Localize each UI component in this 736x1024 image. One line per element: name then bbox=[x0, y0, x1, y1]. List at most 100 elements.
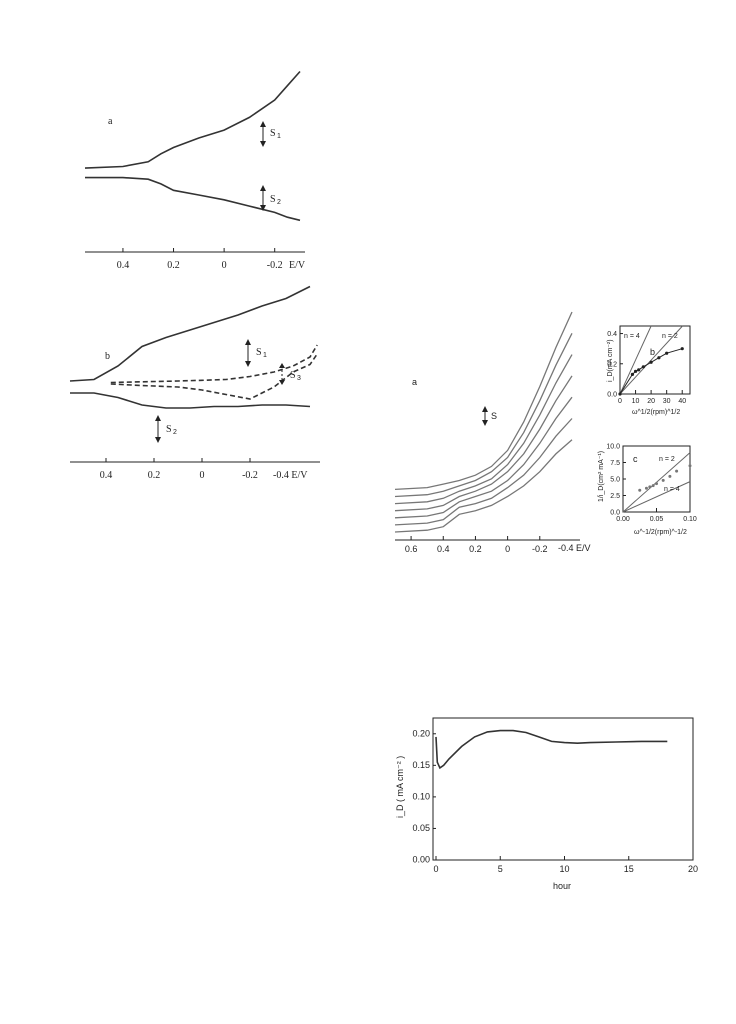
p4-fit-line-0 bbox=[619, 325, 652, 395]
x-tick-label-2: 20 bbox=[647, 398, 655, 405]
p4-ylabel: i_D(mA cm⁻²) bbox=[607, 339, 614, 382]
x-tick-label-1: 0.05 bbox=[650, 516, 664, 523]
p4-point-1 bbox=[630, 372, 635, 376]
p3-series-6 bbox=[394, 311, 573, 491]
x-tick-label-3: -0.2 bbox=[267, 260, 283, 271]
x-tick-label-2: 0 bbox=[222, 260, 227, 271]
x-tick-label-2: 10 bbox=[559, 864, 569, 874]
p5-ylabel: 1/i_D(cm² mA⁻¹) bbox=[598, 451, 605, 502]
x-tick-label-1: 0.2 bbox=[167, 260, 180, 271]
p1-s2-label: S bbox=[270, 194, 276, 205]
p2-series-1 bbox=[70, 392, 311, 409]
p3-series-3 bbox=[394, 375, 573, 512]
p2-s1-sub: 1 bbox=[263, 352, 267, 359]
p5-point-4 bbox=[655, 482, 658, 486]
x-tick-label-2: 0.2 bbox=[469, 544, 482, 554]
p3-xlabel: -0.4 E/V bbox=[558, 543, 591, 553]
p5-point-8 bbox=[688, 464, 692, 468]
p4-point-8 bbox=[680, 347, 684, 351]
y-tick-label-0: 0.0 bbox=[607, 392, 617, 399]
p2-s1-arrowheads bbox=[245, 339, 251, 367]
panel-top-a: 0.4 0.2 0 -0.2 a E/V S 1 S 2 bbox=[84, 70, 306, 271]
p4-xlabel: ω^1/2(rpm)^1/2 bbox=[632, 409, 680, 416]
x-tick-label-2: 0.10 bbox=[683, 516, 697, 523]
p1-s1-arrowheads bbox=[260, 121, 266, 147]
p5-point-3 bbox=[651, 484, 655, 488]
p2-panel-label: b bbox=[105, 351, 110, 362]
x-tick-label-1: 0.2 bbox=[148, 470, 161, 481]
panel-inset-b: 0 10 20 30 40 0.0 0.2 0.4 n = 4 n = 2 b i_D(mA … bbox=[607, 325, 691, 416]
y-tick-label-1: 2.5 bbox=[610, 493, 620, 500]
x-tick-label-0: 0.4 bbox=[100, 470, 113, 481]
x-tick-label-0: 0.6 bbox=[405, 544, 418, 554]
y-tick-label-2: 0.4 bbox=[607, 331, 617, 338]
panel-inset-c: 0.00 0.05 0.10 0.0 2.5 5.0 7.5 10.0 c n = 2 n =… bbox=[598, 444, 697, 537]
panel-right-a: 0.6 0.4 0.2 0 -0.2 a -0.4 E/V S bbox=[394, 311, 591, 554]
p5-n4-label: n = 4 bbox=[664, 486, 680, 493]
y-tick-label-3: 7.5 bbox=[610, 460, 620, 467]
p2-s3-label: S bbox=[290, 370, 296, 381]
p3-series-1 bbox=[394, 418, 573, 526]
x-tick-label-3: -0.2 bbox=[242, 470, 258, 481]
p1-series-0 bbox=[84, 70, 301, 169]
p2-s3-sub: 3 bbox=[297, 375, 301, 382]
p6-frame bbox=[432, 717, 694, 861]
x-tick-label-0: 0.00 bbox=[616, 516, 630, 523]
y-tick-label-1: 0.05 bbox=[412, 823, 430, 833]
p5-point-0 bbox=[638, 488, 642, 492]
p1-panel-label: a bbox=[108, 116, 113, 127]
x-tick-label-3: 0 bbox=[505, 544, 510, 554]
x-tick-label-4: 40 bbox=[678, 398, 686, 405]
panel-bottom-time: 0 5 10 15 20 0.00 0.05 0.10 0.15 0.20 hour i_D ( … bbox=[395, 717, 698, 891]
x-tick-label-4: 20 bbox=[688, 864, 698, 874]
p2-s2-label: S bbox=[166, 424, 172, 435]
p2-s2-sub: 2 bbox=[173, 429, 177, 436]
x-tick-label-0: 0.4 bbox=[117, 260, 130, 271]
y-tick-label-2: 0.10 bbox=[412, 791, 430, 801]
x-tick-label-0: 0 bbox=[618, 398, 622, 405]
y-tick-label-4: 10.0 bbox=[606, 444, 620, 451]
y-tick-label-1: 0.2 bbox=[607, 361, 617, 368]
p4-point-0 bbox=[618, 392, 622, 396]
panel-mid-b: 0.4 0.2 0 -0.2 b -0.4 E/V S 1 S 2 S 3 bbox=[69, 285, 320, 481]
p1-s2-sub: 2 bbox=[277, 199, 281, 206]
p5-xlabel: ω^-1/2(rpm)^-1/2 bbox=[634, 529, 687, 536]
p5-panel-label: c bbox=[633, 454, 638, 464]
p2-s1-label: S bbox=[256, 347, 262, 358]
p2-series-3 bbox=[110, 353, 318, 400]
p2-s2-arrowheads bbox=[155, 415, 161, 443]
x-tick-label-3: 15 bbox=[624, 864, 634, 874]
p4-n4-label: n = 4 bbox=[624, 333, 640, 340]
p6-ylabel: i_D ( mA cm⁻² ) bbox=[395, 756, 405, 818]
x-tick-label-1: 10 bbox=[632, 398, 640, 405]
p2-series-2 bbox=[110, 344, 318, 384]
x-tick-label-0: 0 bbox=[433, 864, 438, 874]
p5-point-2 bbox=[648, 485, 652, 489]
p5-point-7 bbox=[675, 469, 679, 473]
p4-point-4 bbox=[641, 365, 645, 369]
p5-point-1 bbox=[644, 486, 648, 490]
p3-s-label: S bbox=[491, 411, 497, 421]
x-tick-label-3: 30 bbox=[663, 398, 671, 405]
p4-point-2 bbox=[633, 369, 638, 373]
y-tick-label-0: 0.00 bbox=[412, 855, 430, 865]
p4-panel-label: b bbox=[650, 347, 655, 357]
p1-s2-arrowheads bbox=[260, 185, 266, 211]
x-tick-label-1: 0.4 bbox=[437, 544, 450, 554]
y-tick-label-2: 5.0 bbox=[610, 477, 620, 484]
p3-series-0 bbox=[394, 439, 573, 533]
p3-panel-label: a bbox=[412, 377, 417, 387]
p4-fit-line-1 bbox=[619, 325, 683, 395]
p5-n2-label: n = 2 bbox=[659, 456, 675, 463]
p2-series-0 bbox=[69, 285, 311, 382]
p3-series-2 bbox=[394, 396, 573, 519]
x-tick-label-4: -0.2 bbox=[532, 544, 548, 554]
p4-point-5 bbox=[649, 360, 653, 364]
p3-series-5 bbox=[394, 333, 573, 498]
x-tick-label-2: 0 bbox=[200, 470, 205, 481]
p4-point-6 bbox=[657, 356, 661, 360]
x-tick-label-1: 5 bbox=[498, 864, 503, 874]
y-tick-label-0: 0.0 bbox=[610, 510, 620, 517]
y-tick-label-3: 0.15 bbox=[412, 760, 430, 770]
